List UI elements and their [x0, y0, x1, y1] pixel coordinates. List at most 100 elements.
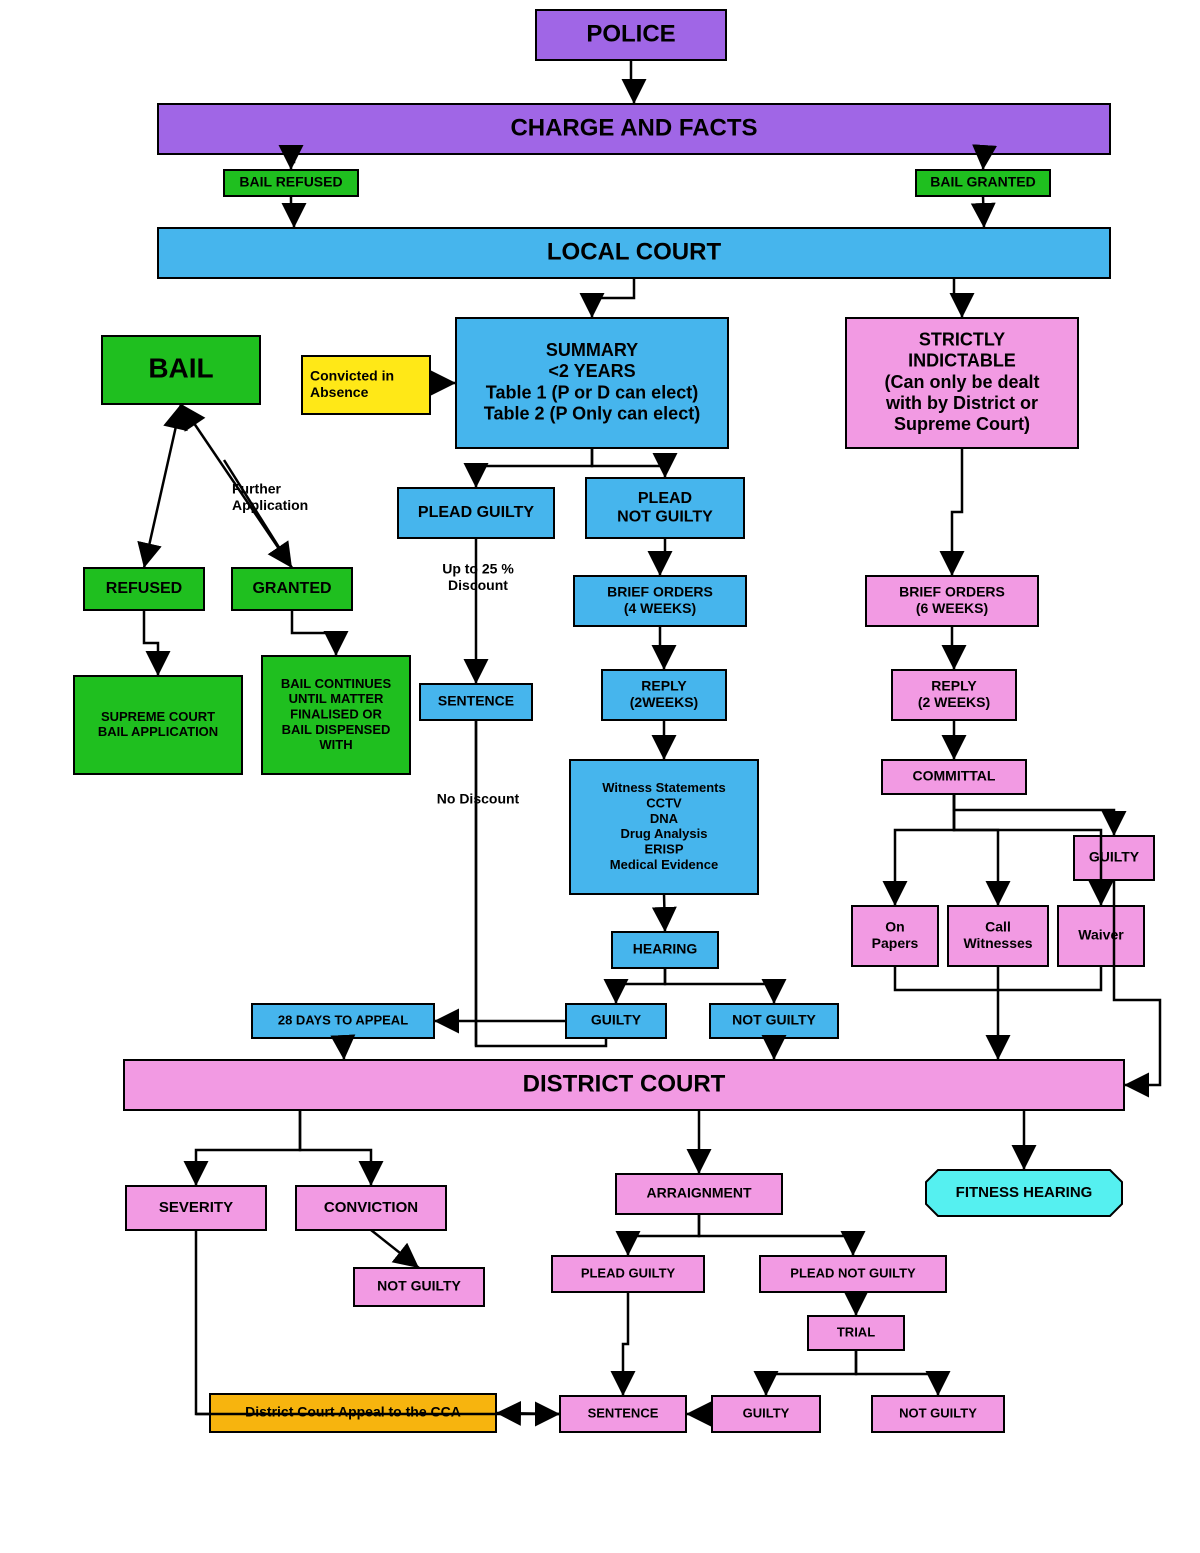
node-bailCont: BAIL CONTINUESUNTIL MATTERFINALISED ORBA…	[262, 656, 410, 774]
node-dGuilty: GUILTY	[712, 1396, 820, 1432]
node-strict-line3: with by District or	[885, 393, 1038, 413]
node-supremeBail-line1: BAIL APPLICATION	[98, 724, 218, 739]
node-strict-line4: Supreme Court)	[894, 414, 1030, 434]
node-sentenceBlue: SENTENCE	[420, 684, 532, 720]
node-dNotGuilty-line0: NOT GUILTY	[899, 1405, 977, 1420]
edge	[998, 966, 1101, 990]
node-briefBlue-line1: (4 WEEKS)	[624, 600, 696, 616]
node-bailCont-line4: WITH	[319, 737, 352, 752]
free-label: Application	[232, 497, 308, 513]
node-waiver: Waiver	[1058, 906, 1144, 966]
node-dSentence-line0: SENTENCE	[588, 1405, 659, 1420]
edge	[628, 1214, 699, 1256]
edge	[196, 1230, 210, 1414]
node-refused: REFUSED	[84, 568, 204, 610]
node-evidence-line0: Witness Statements	[602, 780, 725, 795]
edge	[853, 1292, 856, 1316]
node-replyBlue-line1: (2WEEKS)	[630, 694, 698, 710]
edge	[664, 894, 665, 932]
node-callWit-line0: Call	[985, 918, 1011, 934]
node-briefPink-line0: BRIEF ORDERS	[899, 583, 1005, 599]
node-evidence-line2: DNA	[650, 811, 679, 826]
node-evidence-line5: Medical Evidence	[610, 857, 718, 872]
node-onPapers-line0: On	[885, 918, 904, 934]
node-convAbs-line1: Absence	[310, 384, 369, 400]
edge	[983, 154, 984, 170]
node-guiltyBlue-line0: GUILTY	[591, 1012, 642, 1028]
node-pleadG-line0: PLEAD GUILTY	[418, 504, 534, 521]
edge	[895, 794, 954, 906]
node-dSentence: SENTENCE	[560, 1396, 686, 1432]
node-bailGranted: BAIL GRANTED	[916, 170, 1050, 196]
node-dPleadG: PLEAD GUILTY	[552, 1256, 704, 1292]
edge	[660, 538, 665, 576]
node-summary-line0: SUMMARY	[546, 340, 638, 360]
node-dPleadG-line0: PLEAD GUILTY	[581, 1265, 676, 1280]
node-conviction-line0: CONVICTION	[324, 1199, 418, 1216]
node-supremeBail: SUPREME COURTBAIL APPLICATION	[74, 676, 242, 774]
node-replyPink-line1: (2 WEEKS)	[918, 694, 990, 710]
node-summary-line3: Table 2 (P Only can elect)	[484, 404, 700, 424]
node-notGuiltyBlue-line0: NOT GUILTY	[732, 1012, 816, 1028]
node-charge-line0: CHARGE AND FACTS	[510, 114, 757, 141]
node-bailCont-line0: BAIL CONTINUES	[281, 676, 392, 691]
node-localCourt: LOCAL COURT	[158, 228, 1110, 278]
node-guiltyPink-line0: GUILTY	[1089, 849, 1140, 865]
node-charge: CHARGE AND FACTS	[158, 104, 1110, 154]
node-fitness-line0: FITNESS HEARING	[956, 1184, 1093, 1201]
edge	[144, 404, 181, 568]
node-granted-line0: GRANTED	[252, 580, 331, 597]
edge	[660, 626, 664, 670]
edge	[954, 278, 962, 318]
node-police-line0: POLICE	[586, 20, 675, 47]
edge	[616, 968, 665, 1004]
node-bail-line0: BAIL	[148, 352, 213, 383]
node-arraign: ARRAIGNMENT	[616, 1174, 782, 1214]
node-dPleadNG-line0: PLEAD NOT GUILTY	[790, 1265, 916, 1280]
edge	[983, 196, 984, 228]
node-appeal28: 28 DAYS TO APPEAL	[252, 1004, 434, 1038]
node-onPapers: OnPapers	[852, 906, 938, 966]
edge	[665, 968, 774, 1004]
node-bailCont-line2: FINALISED OR	[290, 706, 382, 721]
node-severity-line0: SEVERITY	[159, 1199, 233, 1216]
node-strict-line0: STRICTLY	[919, 329, 1005, 349]
node-evidence-line4: ERISP	[644, 841, 683, 856]
node-pleadNG-line0: PLEAD	[638, 490, 692, 507]
node-refused-line0: REFUSED	[106, 580, 182, 597]
edge	[291, 154, 294, 170]
node-trial: TRIAL	[808, 1316, 904, 1350]
node-fitness: FITNESS HEARING	[926, 1170, 1122, 1216]
node-hearing: HEARING	[612, 932, 718, 968]
node-strict-line2: (Can only be dealt	[884, 372, 1039, 392]
edge	[766, 1350, 856, 1396]
node-supremeBail-line0: SUPREME COURT	[101, 709, 215, 724]
node-convAbs-line0: Convicted in	[310, 367, 394, 383]
node-briefBlue: BRIEF ORDERS(4 WEEKS)	[574, 576, 746, 626]
node-localCourt-line0: LOCAL COURT	[547, 238, 722, 265]
node-bailRefused: BAIL REFUSED	[224, 170, 358, 196]
node-evidence: Witness StatementsCCTVDNADrug AnalysisER…	[570, 760, 758, 894]
edge	[895, 966, 998, 990]
edge	[699, 1214, 853, 1256]
node-sentenceBlue-line0: SENTENCE	[438, 693, 514, 709]
node-bailCont-line3: BAIL DISPENSED	[282, 722, 391, 737]
node-committal-line0: COMMITTAL	[913, 768, 996, 784]
free-label: Up to 25 %	[442, 561, 514, 577]
node-district: DISTRICT COURT	[124, 1060, 1124, 1110]
node-summary-line1: <2 YEARS	[548, 361, 635, 381]
node-replyBlue: REPLY(2WEEKS)	[602, 670, 726, 720]
node-ccaAppeal-line0: District Court Appeal to the CCA	[245, 1404, 461, 1420]
node-trial-line0: TRIAL	[837, 1324, 875, 1339]
node-police: POLICE	[536, 10, 726, 60]
node-briefBlue-line0: BRIEF ORDERS	[607, 583, 713, 599]
free-label: No Discount	[437, 791, 520, 807]
node-bail: BAIL	[102, 336, 260, 404]
edge	[592, 278, 634, 318]
node-strict-line1: INDICTABLE	[908, 351, 1016, 371]
node-strict: STRICTLYINDICTABLE(Can only be dealtwith…	[846, 318, 1078, 448]
node-callWit-line1: Witnesses	[963, 935, 1032, 951]
node-convNG-line0: NOT GUILTY	[377, 1278, 461, 1294]
node-replyPink-line0: REPLY	[931, 677, 977, 693]
node-callWit: CallWitnesses	[948, 906, 1048, 966]
